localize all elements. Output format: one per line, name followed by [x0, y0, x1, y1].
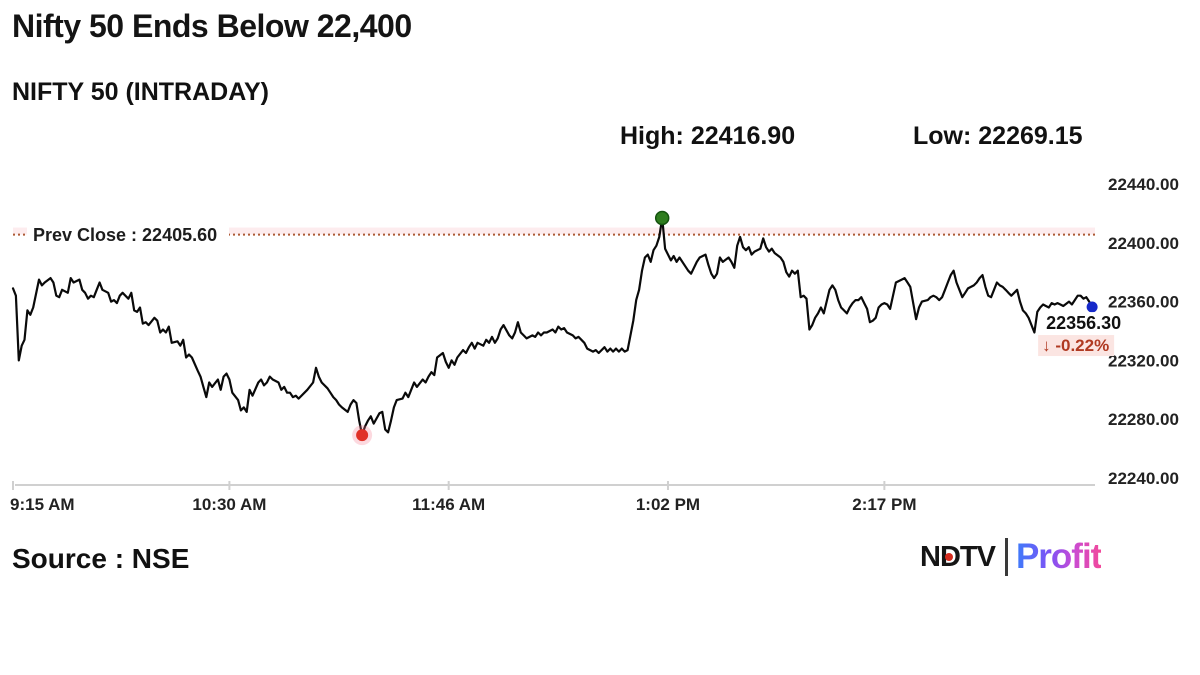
profit-logo-text: Profit — [1015, 537, 1102, 576]
last-price-label-bg — [1042, 312, 1133, 335]
prev-close-band — [13, 227, 1095, 235]
high-value: 22416.90 — [690, 122, 796, 150]
ndtv-logo-red-dot-icon — [945, 552, 953, 561]
high-stat: High: 22416.90 — [620, 122, 795, 151]
y-axis-tick-label: 22240.00 — [1108, 469, 1179, 488]
prev-close-label-bg — [27, 222, 229, 247]
high-label: High: — [620, 122, 684, 150]
y-axis-tick-label: 22440.00 — [1108, 175, 1179, 194]
source-note: Source : NSE — [12, 543, 190, 574]
chart-subtitle: NIFTY 50 (INTRADAY) — [12, 78, 269, 106]
change-label: ↓ -0.22% — [1042, 336, 1109, 355]
low-stat: Low: 22269.15 — [913, 122, 1083, 151]
y-axis-tick-label: 22320.00 — [1108, 351, 1179, 370]
low-marker — [356, 429, 369, 442]
high-marker — [654, 210, 670, 226]
x-axis-tick-label: 1:02 PM — [636, 495, 700, 514]
low-label: Low: — [913, 122, 972, 150]
price-line — [11, 216, 1094, 437]
y-axis-tick-label: 22360.00 — [1108, 293, 1179, 312]
ndtv-profit-logo: NDTV Profit — [920, 534, 1102, 580]
x-axis-tick-label: 10:30 AM — [192, 495, 266, 514]
x-axis-tick-label: 2:17 PM — [852, 495, 916, 514]
ndtv-logo-text: NDTV — [920, 540, 996, 573]
last-price-marker — [1086, 301, 1098, 313]
x-axis-tick-label: 9:15 AM — [10, 495, 75, 514]
change-label-bg — [1038, 335, 1115, 357]
page-title: Nifty 50 Ends Below 22,400 — [12, 8, 412, 44]
y-axis-tick-label: 22280.00 — [1108, 410, 1179, 429]
y-axis-tick-label: 22400.00 — [1108, 234, 1179, 253]
low-value: 22269.15 — [978, 122, 1083, 150]
x-axis-tick-label: 11:46 AM — [412, 495, 485, 514]
logo-divider — [1004, 538, 1008, 576]
prev-close-label: Prev Close : 22405.60 — [33, 225, 217, 245]
last-price-label: 22356.30 — [1046, 313, 1121, 333]
